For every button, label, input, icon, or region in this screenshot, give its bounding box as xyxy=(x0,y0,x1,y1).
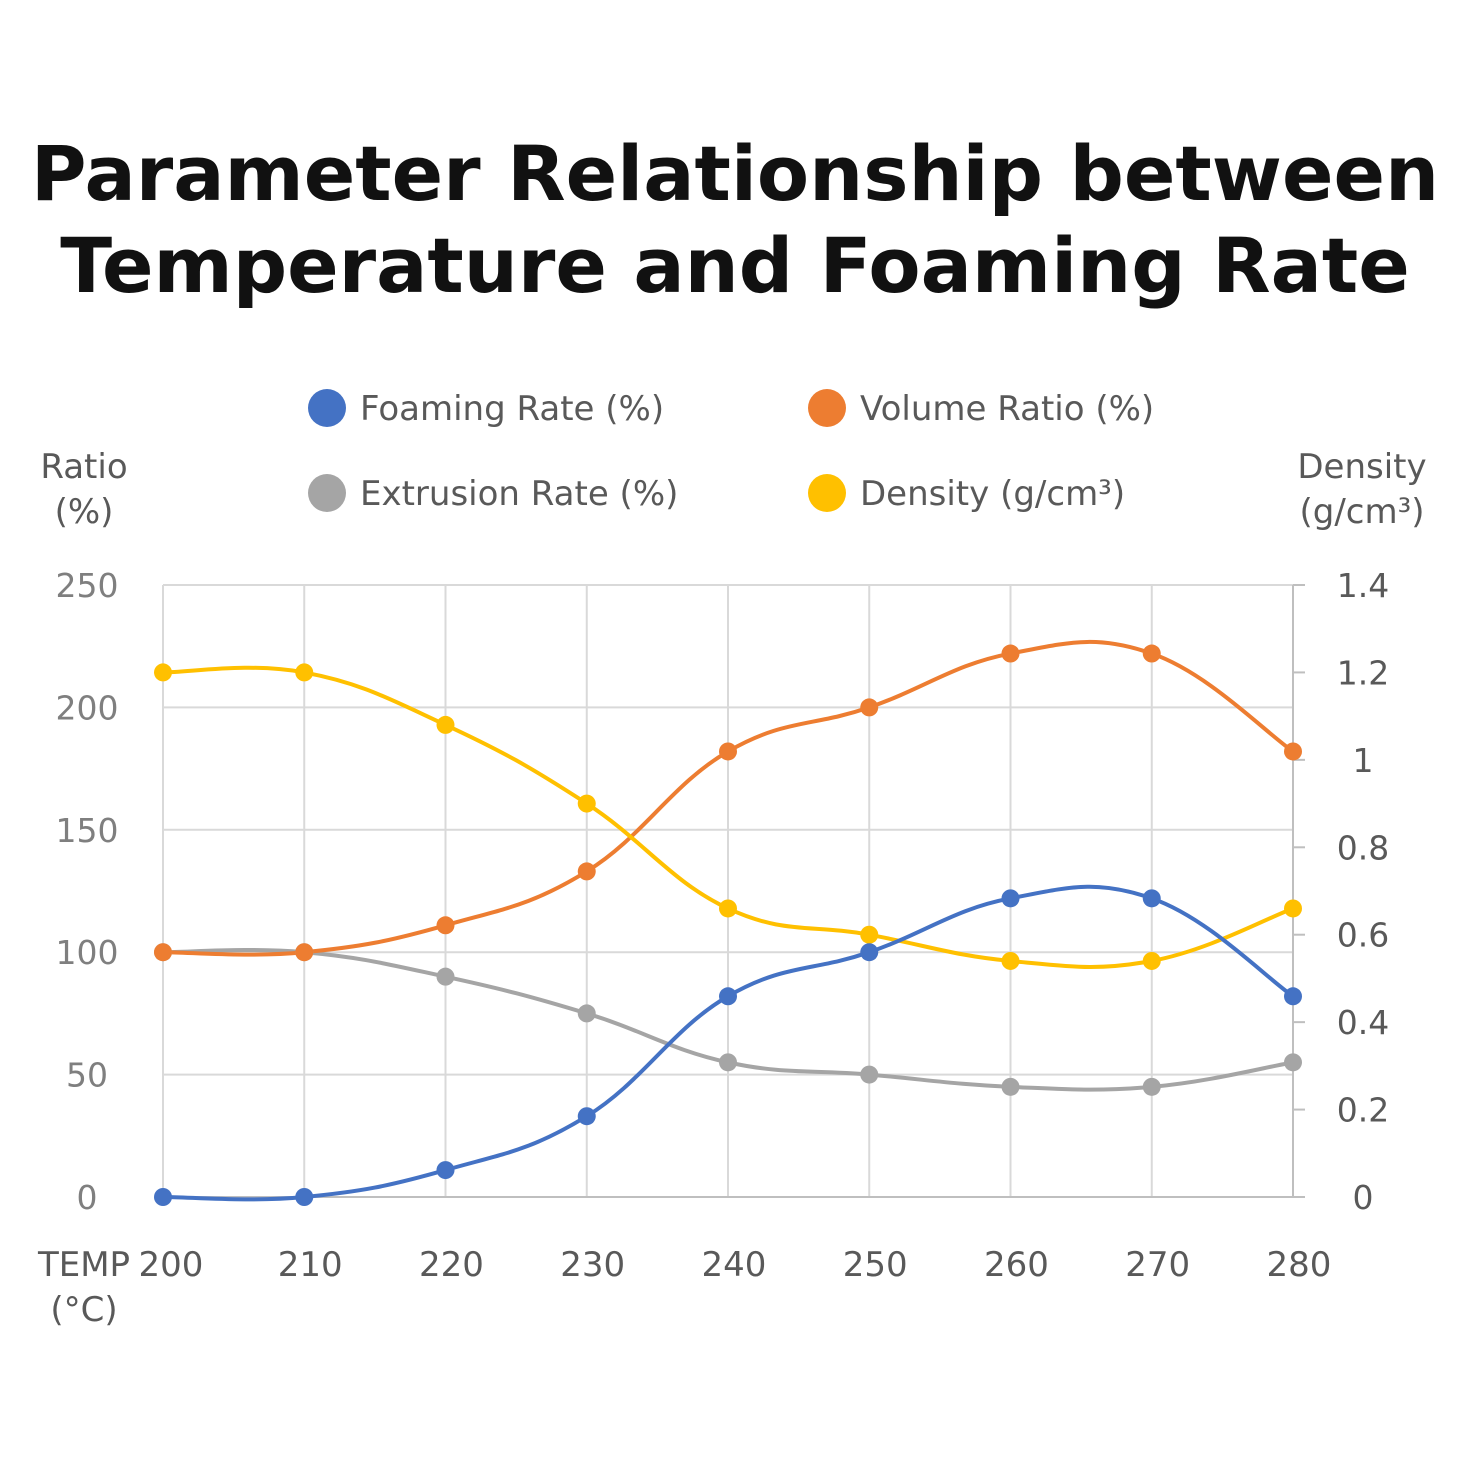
chart-legend: Foaming Rate (%) Volume Ratio (%) Extrusio… xyxy=(308,389,1154,514)
extrusion-data-point xyxy=(1001,1077,1020,1096)
legend-density-marker xyxy=(808,474,846,512)
right-axis-tick-label: 0 xyxy=(1353,1178,1374,1217)
volume-data-point xyxy=(436,916,455,935)
right-axis-title: Density xyxy=(1297,447,1426,487)
chart-axis-titles: Ratio (%) Density (g/cm³) TEMP (°C) xyxy=(37,447,1427,1330)
left-axis-title: (%) xyxy=(55,492,114,532)
foaming-data-point xyxy=(1001,889,1020,908)
chart-title-line-1: Parameter Relationship between xyxy=(30,129,1440,218)
volume-data-point xyxy=(860,698,879,717)
x-axis-tick-label: 280 xyxy=(1267,1245,1332,1285)
foaming-data-point xyxy=(577,1107,596,1126)
volume-data-point xyxy=(295,943,314,962)
density-data-point xyxy=(1001,951,1020,970)
x-axis-tick-label: 270 xyxy=(1125,1245,1190,1285)
chart-series-points xyxy=(154,644,1302,1206)
density-data-point xyxy=(577,794,596,813)
right-axis-title: (g/cm³) xyxy=(1299,492,1424,532)
density-data-point xyxy=(436,715,455,734)
right-axis-tick-label: 1.4 xyxy=(1337,566,1389,605)
foaming-data-point xyxy=(436,1161,455,1180)
extrusion-data-point xyxy=(719,1053,737,1072)
chart-grid xyxy=(162,584,1305,1198)
right-axis-tick-label: 0.4 xyxy=(1337,1003,1389,1042)
legend-foaming-marker xyxy=(308,389,346,427)
left-axis-tick-label: 150 xyxy=(56,811,119,850)
volume-data-point xyxy=(154,943,172,962)
density-data-point xyxy=(1284,899,1302,918)
chart-tick-labels: 0 50 100 150 200 250 0 0.2 0.4 0.6 0.8 1 1.2 1.4 200 21… xyxy=(56,566,1390,1285)
legend-extrusion-label: Extrusion Rate (%) xyxy=(360,474,678,514)
foaming-data-point xyxy=(154,1188,172,1206)
left-axis-title: Ratio xyxy=(40,447,127,487)
x-axis-tick-label: 260 xyxy=(984,1245,1049,1285)
density-data-point xyxy=(1142,951,1161,970)
right-axis-tick-label: 0.8 xyxy=(1337,828,1389,867)
extrusion-data-point xyxy=(1142,1077,1161,1096)
left-axis-tick-label: 0 xyxy=(77,1178,98,1217)
volume-data-point xyxy=(1142,644,1161,663)
extrusion-data-point xyxy=(1284,1053,1302,1072)
legend-foaming-label: Foaming Rate (%) xyxy=(360,389,664,429)
density-data-point xyxy=(860,925,879,944)
foaming-data-point xyxy=(719,987,737,1006)
chart-title-line-2: Temperature and Foaming Rate xyxy=(60,221,1410,310)
left-axis-tick-label: 250 xyxy=(56,566,119,605)
volume-data-point xyxy=(719,742,737,761)
foaming-data-point xyxy=(1284,987,1302,1006)
x-axis-tick-label: 240 xyxy=(702,1245,767,1285)
left-axis-tick-label: 200 xyxy=(56,688,119,727)
foaming-data-point xyxy=(1142,889,1161,908)
left-axis-tick-label: 100 xyxy=(56,933,119,972)
x-axis-tick-label: 220 xyxy=(419,1245,484,1285)
right-axis-tick-label: 1.2 xyxy=(1337,653,1389,692)
density-data-point xyxy=(719,899,737,918)
volume-data-point xyxy=(577,862,596,881)
extrusion-data-point xyxy=(860,1065,879,1084)
legend-volume-marker xyxy=(808,389,846,427)
density-data-point xyxy=(295,663,314,682)
foaming-data-point xyxy=(295,1188,314,1206)
left-axis-tick-label: 50 xyxy=(66,1056,108,1095)
foaming-data-point xyxy=(860,943,879,962)
x-axis-tick-label: 250 xyxy=(843,1245,908,1285)
legend-volume-label: Volume Ratio (%) xyxy=(860,389,1154,429)
chart-title: Parameter Relationship between Temperatu… xyxy=(0,128,1470,312)
extrusion-data-point xyxy=(577,1004,596,1023)
x-axis-tick-label: 200 xyxy=(139,1245,204,1285)
x-axis-tick-label: 210 xyxy=(278,1245,343,1285)
right-axis-tick-label: 1 xyxy=(1353,741,1374,780)
density-data-point xyxy=(154,663,172,682)
right-axis-tick-label: 0.6 xyxy=(1337,916,1389,955)
right-axis-tick-label: 0.2 xyxy=(1337,1091,1389,1130)
volume-data-point xyxy=(1001,644,1020,663)
legend-extrusion-marker xyxy=(308,474,346,512)
x-axis-title: TEMP xyxy=(37,1245,130,1285)
volume-data-point xyxy=(1284,742,1302,761)
x-axis-title: (°C) xyxy=(50,1290,117,1330)
legend-density-label: Density (g/cm³) xyxy=(860,474,1125,514)
extrusion-data-point xyxy=(436,967,455,986)
x-axis-tick-label: 230 xyxy=(560,1245,625,1285)
